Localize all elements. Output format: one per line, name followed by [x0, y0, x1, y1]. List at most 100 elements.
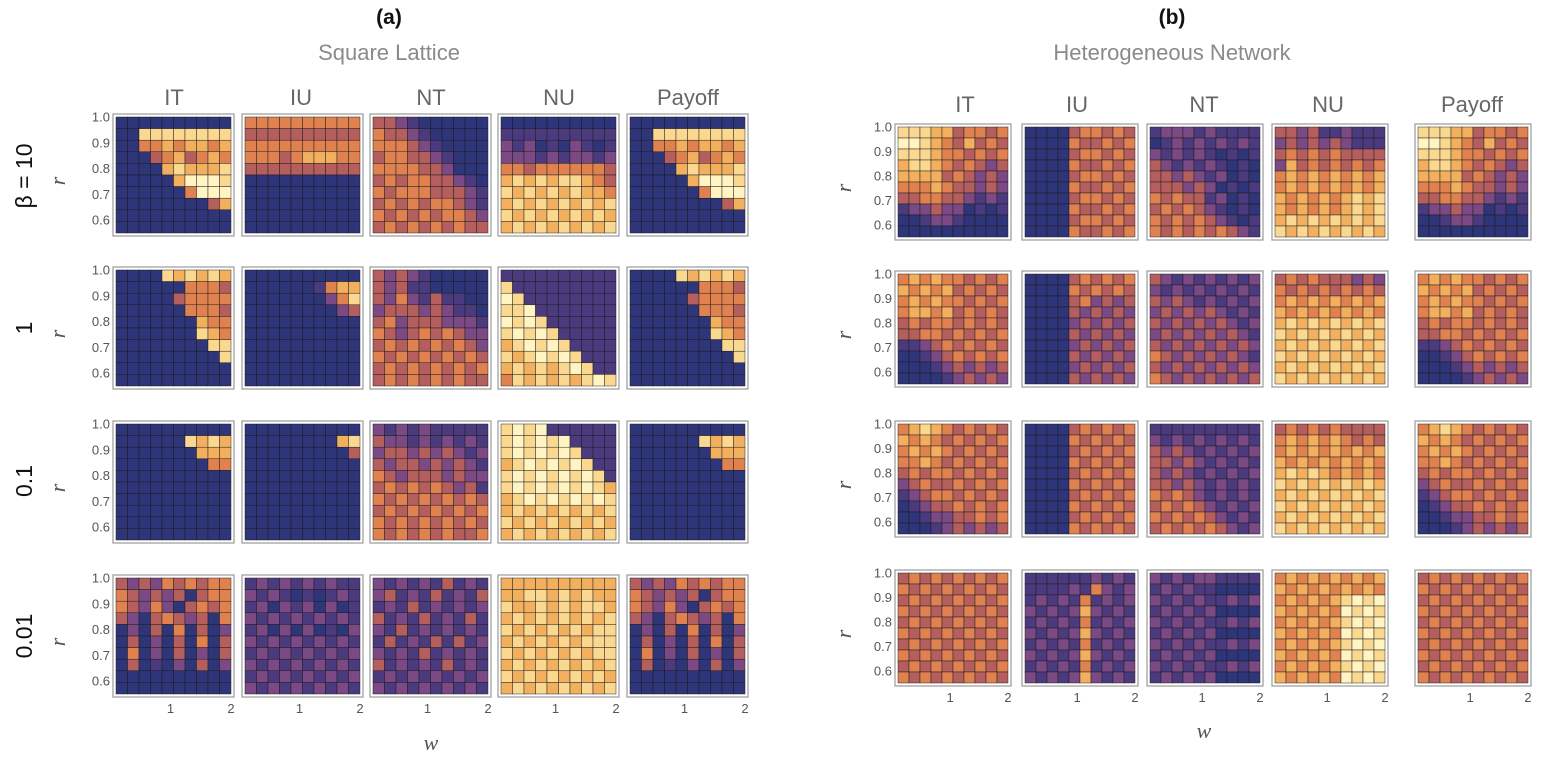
heatmap-cell: [1307, 350, 1320, 363]
heatmap-cell: [476, 316, 489, 329]
heatmap-cell: [302, 504, 315, 518]
heatmap-cell: [453, 304, 466, 317]
heatmap-cell: [336, 504, 349, 518]
heatmap-cell: [687, 682, 700, 695]
heatmap-cell: [1160, 159, 1173, 172]
heatmap-cell: [348, 682, 361, 695]
heatmap-cell: [313, 374, 326, 387]
heatmap-cell: [196, 163, 209, 176]
heatmap-cell: [384, 658, 397, 672]
heatmap-cell: [1461, 372, 1474, 385]
heatmap-cell: [1439, 181, 1452, 194]
heatmap-cell: [1428, 225, 1441, 238]
heatmap-cell: [1494, 572, 1507, 585]
heatmap-cell: [207, 316, 220, 329]
heatmap-cell: [1248, 148, 1261, 161]
heatmap-cell: [407, 221, 420, 234]
heatmap-cell: [996, 170, 1009, 183]
heatmap-cell: [476, 304, 489, 317]
heatmap-cell: [733, 304, 746, 317]
heatmap-cell: [569, 493, 582, 506]
heatmap-cell: [1351, 423, 1364, 436]
heatmap-frame-b-r3-payoff: [1414, 569, 1532, 687]
heatmap-cell: [512, 281, 525, 294]
heatmap-cell: [1318, 467, 1331, 480]
heatmap-cell: [256, 682, 269, 695]
heatmap-cell: [1461, 434, 1474, 447]
heatmap-cell: [500, 316, 513, 329]
heatmap-cell: [523, 281, 536, 294]
heatmap-b-row1-nt: [1149, 273, 1261, 385]
heatmap-cell: [1024, 350, 1037, 363]
heatmap-cell: [1362, 214, 1375, 227]
heatmap-cell: [641, 589, 654, 602]
heatmap-cell: [592, 186, 605, 199]
heatmap-cell: [1516, 350, 1529, 363]
heatmap-cell: [267, 209, 280, 222]
heatmap-cell: [1483, 328, 1496, 341]
heatmap-cell: [500, 458, 513, 471]
heatmap-cell: [1450, 159, 1463, 172]
heatmap-cell: [592, 682, 605, 695]
heatmap-cell: [1461, 350, 1474, 363]
heatmap-cell: [219, 446, 232, 460]
heatmap-cell: [1237, 350, 1250, 363]
heatmap-cell: [687, 128, 700, 141]
heatmap-cell: [1274, 434, 1287, 447]
heatmap-a-row2-payoff: [629, 423, 746, 541]
heatmap-cell: [963, 594, 976, 607]
heatmap-cell: [1068, 660, 1081, 673]
heatmap-cell: [348, 362, 361, 375]
heatmap-cell: [664, 435, 677, 448]
heatmap-cell: [464, 292, 477, 306]
heatmap-cell: [1024, 273, 1037, 286]
heatmap-cell: [1373, 583, 1386, 596]
y-tick-label: 0.9: [92, 135, 110, 150]
heatmap-cell: [418, 658, 431, 672]
heatmap-cell: [941, 339, 954, 352]
heatmap-cell: [1057, 572, 1070, 585]
heatmap-cell: [1450, 328, 1463, 341]
heatmap-cell: [1149, 522, 1162, 535]
heatmap-cell: [569, 577, 582, 590]
heatmap-cell: [1149, 583, 1162, 596]
heatmap-cell: [1193, 583, 1206, 596]
heatmap-cell: [476, 362, 489, 375]
heatmap-cell: [207, 423, 220, 436]
x-tick-label: 1: [1073, 690, 1080, 705]
heatmap-cell: [336, 174, 349, 187]
heatmap-cell: [430, 458, 443, 471]
heatmap-cell: [313, 528, 326, 541]
heatmap-cell: [546, 139, 559, 153]
heatmap-cell: [604, 151, 617, 164]
heatmap-cell: [138, 612, 151, 625]
heatmap-cell: [1472, 467, 1485, 480]
heatmap-cell: [1035, 467, 1048, 480]
heatmap-cell: [1428, 284, 1441, 297]
heatmap-cell: [1318, 372, 1331, 385]
heatmap-cell: [974, 456, 987, 469]
heatmap-cell: [453, 292, 466, 306]
heatmap-cell: [279, 139, 292, 153]
heatmap-cell: [464, 635, 477, 648]
heatmap-cell: [1494, 148, 1507, 161]
heatmap-cell: [441, 139, 454, 153]
heatmap-cell: [985, 445, 998, 458]
heatmap-cell: [441, 435, 454, 448]
heatmap-cell: [372, 174, 385, 187]
heatmap-cell: [430, 470, 443, 483]
heatmap-cell: [1193, 284, 1206, 297]
heatmap-cell: [974, 339, 987, 352]
heatmap-cell: [908, 372, 921, 385]
heatmap-cell: [372, 658, 385, 672]
heatmap-cell: [629, 435, 642, 448]
heatmap-cell: [290, 151, 303, 164]
heatmap-cell: [1417, 456, 1430, 469]
heatmap-cell: [1285, 317, 1298, 330]
heatmap-cell: [407, 504, 420, 518]
heatmap-cell: [996, 456, 1009, 469]
heatmap-cell: [1296, 203, 1309, 216]
heatmap-cell: [1274, 456, 1287, 469]
heatmap-cell: [418, 470, 431, 483]
y-tick-label: 1.0: [874, 267, 892, 282]
